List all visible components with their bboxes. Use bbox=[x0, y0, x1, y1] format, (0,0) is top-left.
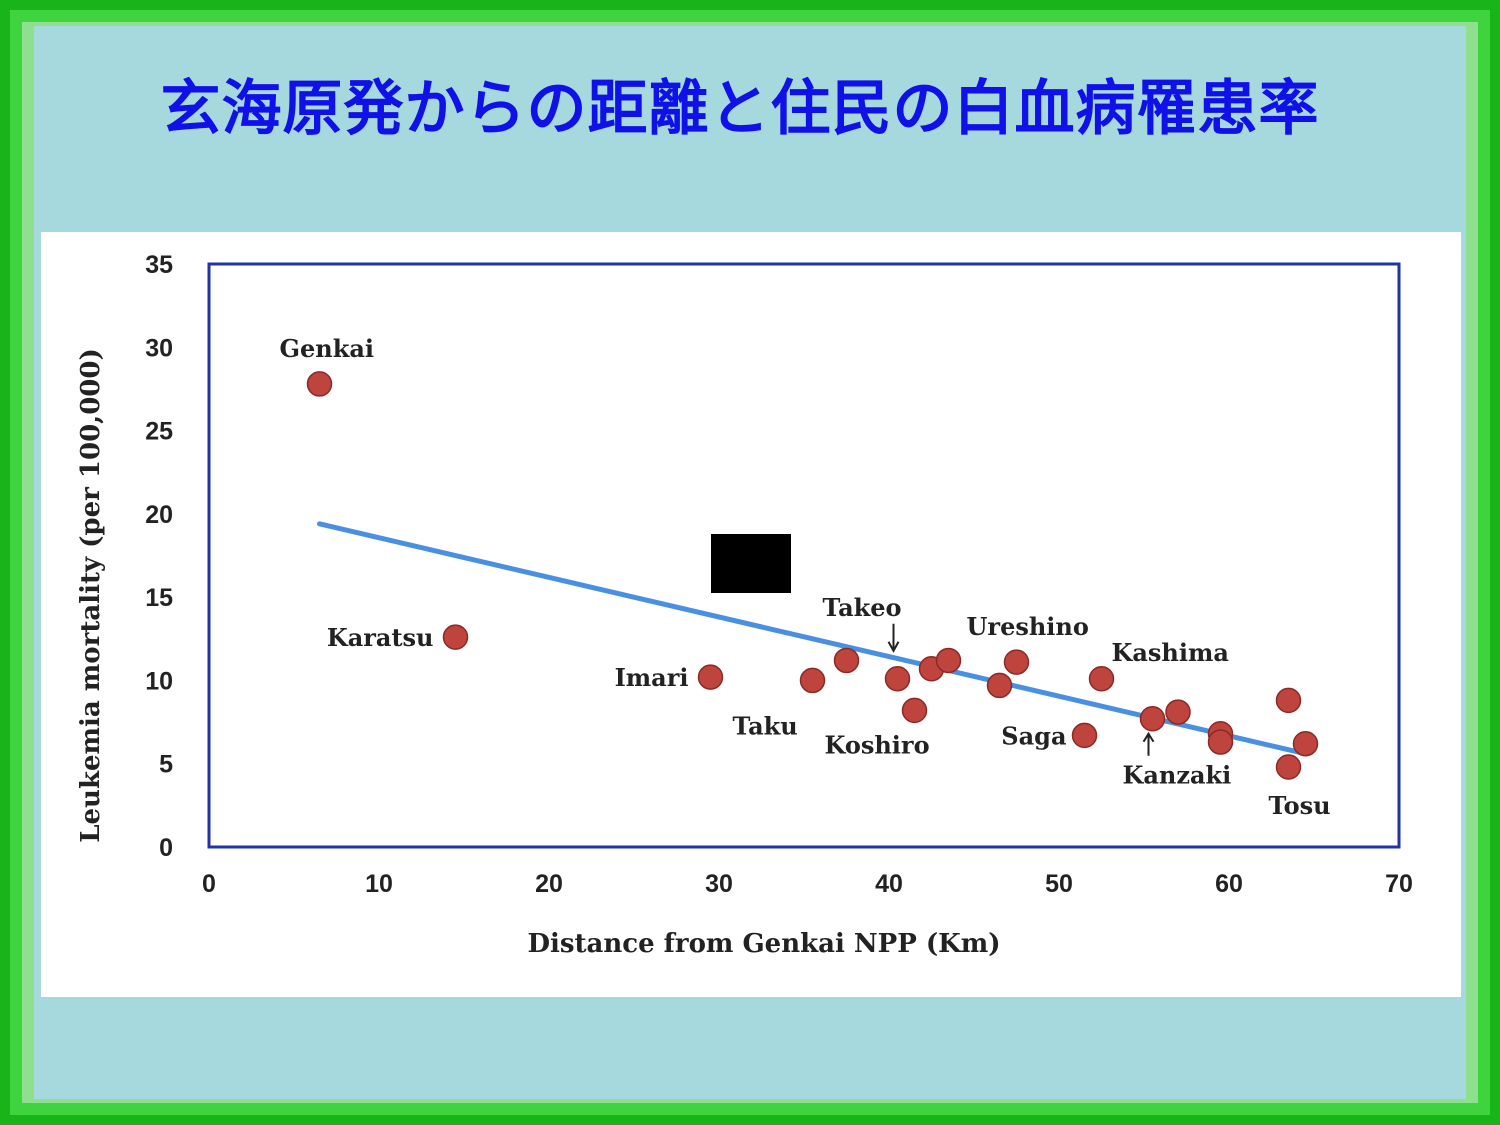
chart-area: 0 10 20 30 40 50 60 70 0 5 10 15 20 25 30 35 Genkai Kara… bbox=[41, 232, 1461, 997]
x-tick-label: 70 bbox=[1385, 870, 1413, 898]
data-point bbox=[1071, 722, 1098, 749]
data-point bbox=[1139, 705, 1166, 732]
redacted-region bbox=[711, 534, 791, 593]
point-label: Tosu bbox=[1269, 791, 1331, 820]
y-axis-title: Leukemia mortality (per 100,000) bbox=[76, 348, 106, 843]
slide-title: 玄海原発からの距離と住民の白血病罹患率 bbox=[160, 74, 1320, 144]
data-point bbox=[986, 672, 1013, 699]
x-tick-label: 50 bbox=[1045, 870, 1073, 898]
y-tick-label: 5 bbox=[159, 751, 173, 779]
point-label: Kashima bbox=[1112, 638, 1229, 667]
point-label: Ureshino bbox=[967, 612, 1089, 641]
data-point bbox=[1292, 730, 1319, 757]
data-point bbox=[799, 667, 826, 694]
data-point bbox=[1003, 649, 1030, 675]
x-tick-label: 0 bbox=[202, 870, 216, 898]
kanzaki-arrow bbox=[1142, 731, 1155, 756]
data-point bbox=[884, 666, 911, 692]
x-tick-label: 10 bbox=[365, 870, 393, 898]
data-point bbox=[1165, 699, 1191, 725]
scatter-chart: 0 10 20 30 40 50 60 70 0 5 10 15 20 25 30 35 Genkai Kara… bbox=[76, 251, 1413, 959]
x-tick-label: 60 bbox=[1215, 870, 1243, 898]
x-tick-label: 20 bbox=[535, 870, 563, 898]
y-tick-label: 30 bbox=[145, 334, 173, 362]
y-tick-label: 35 bbox=[145, 251, 173, 279]
point-label: Imari bbox=[615, 663, 689, 692]
y-tick-label: 25 bbox=[145, 418, 173, 446]
point-label: Taku bbox=[733, 711, 798, 740]
plot-frame bbox=[207, 262, 1401, 849]
point-label: Kanzaki bbox=[1123, 761, 1232, 790]
x-tick-label: 40 bbox=[875, 870, 903, 898]
x-tick-label: 30 bbox=[705, 870, 733, 898]
data-point bbox=[306, 371, 333, 397]
data-point bbox=[1275, 754, 1302, 780]
y-tick-label: 15 bbox=[145, 584, 173, 612]
point-label: Saga bbox=[1001, 721, 1066, 750]
data-point bbox=[697, 664, 724, 690]
takeo-arrow bbox=[887, 623, 900, 653]
data-point bbox=[1207, 729, 1234, 755]
x-axis-title: Distance from Genkai NPP (Km) bbox=[527, 929, 1000, 959]
data-point bbox=[442, 624, 469, 650]
data-point bbox=[833, 647, 860, 674]
point-label: Takeo bbox=[823, 593, 902, 622]
y-tick-label: 0 bbox=[159, 834, 173, 862]
point-label: Koshiro bbox=[825, 730, 930, 759]
data-point bbox=[901, 697, 928, 724]
point-label: Genkai bbox=[280, 334, 375, 363]
data-point bbox=[935, 647, 962, 674]
y-tick-label: 20 bbox=[145, 501, 173, 529]
data-point bbox=[1088, 666, 1115, 692]
point-label: Karatsu bbox=[327, 623, 434, 652]
data-point bbox=[1275, 687, 1302, 714]
y-tick-label: 10 bbox=[145, 667, 173, 695]
